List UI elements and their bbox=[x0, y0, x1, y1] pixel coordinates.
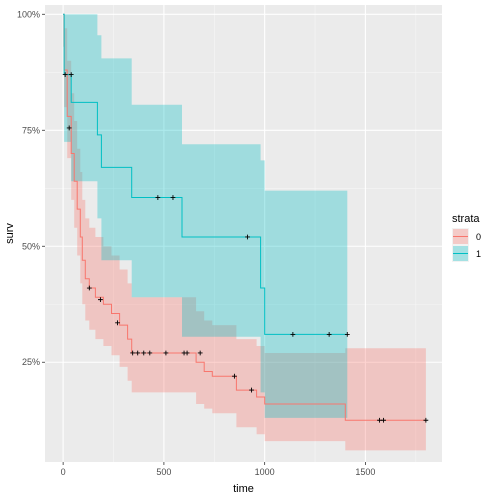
confidence-bands bbox=[63, 14, 426, 451]
censor-mark-0 bbox=[249, 387, 254, 393]
x-tick-label: 500 bbox=[156, 467, 171, 477]
confidence-band-0 bbox=[63, 14, 426, 451]
x-tick-label: 0 bbox=[61, 467, 66, 477]
grid-layer bbox=[45, 5, 442, 462]
censor-mark-0 bbox=[423, 417, 429, 423]
confidence-band-1 bbox=[63, 14, 348, 418]
censor-mark-0 bbox=[377, 417, 382, 423]
censor-mark-0 bbox=[115, 320, 120, 326]
legend: strata 01 bbox=[452, 213, 481, 262]
censor-marks bbox=[62, 72, 429, 423]
censor-mark-1 bbox=[170, 195, 176, 200]
censor-mark-0 bbox=[163, 350, 169, 356]
legend-label-1: 1 bbox=[476, 249, 481, 259]
legend-label-0: 0 bbox=[476, 232, 481, 242]
censor-mark-1 bbox=[68, 72, 74, 77]
legend-title: strata bbox=[452, 213, 480, 225]
y-tick-label: 50% bbox=[22, 241, 40, 251]
censor-mark-0 bbox=[197, 350, 203, 356]
x-tick-label: 1000 bbox=[255, 467, 275, 477]
censor-mark-0 bbox=[86, 285, 92, 291]
y-axis-title: surv bbox=[4, 223, 16, 244]
censor-mark-0 bbox=[130, 350, 136, 356]
censor-mark-0 bbox=[381, 417, 386, 423]
censor-mark-1 bbox=[62, 72, 68, 77]
y-tick-label: 100% bbox=[17, 9, 40, 19]
censor-mark-0 bbox=[141, 350, 147, 356]
y-tick-label: 75% bbox=[22, 125, 40, 135]
censor-mark-1 bbox=[326, 332, 332, 337]
y-tick-label: 25% bbox=[22, 357, 40, 367]
censor-mark-0 bbox=[184, 350, 190, 356]
x-axis-title: time bbox=[233, 483, 254, 495]
plot-panel bbox=[45, 5, 442, 462]
survival-line-0 bbox=[63, 13, 426, 421]
censor-mark-1 bbox=[290, 332, 296, 337]
x-tick-label: 1500 bbox=[355, 467, 375, 477]
axes: 0 500 1000 1500 25% 50% 75% 100% bbox=[17, 9, 375, 477]
legend-keys: 01 bbox=[452, 228, 481, 262]
censor-mark-0 bbox=[147, 350, 153, 356]
censor-mark-0 bbox=[98, 297, 103, 303]
censor-mark-1 bbox=[155, 195, 161, 200]
censor-mark-0 bbox=[232, 373, 237, 379]
censor-mark-1 bbox=[66, 125, 72, 131]
censor-mark-1 bbox=[245, 234, 250, 240]
censor-mark-0 bbox=[135, 350, 141, 356]
censor-mark-1 bbox=[344, 332, 350, 337]
